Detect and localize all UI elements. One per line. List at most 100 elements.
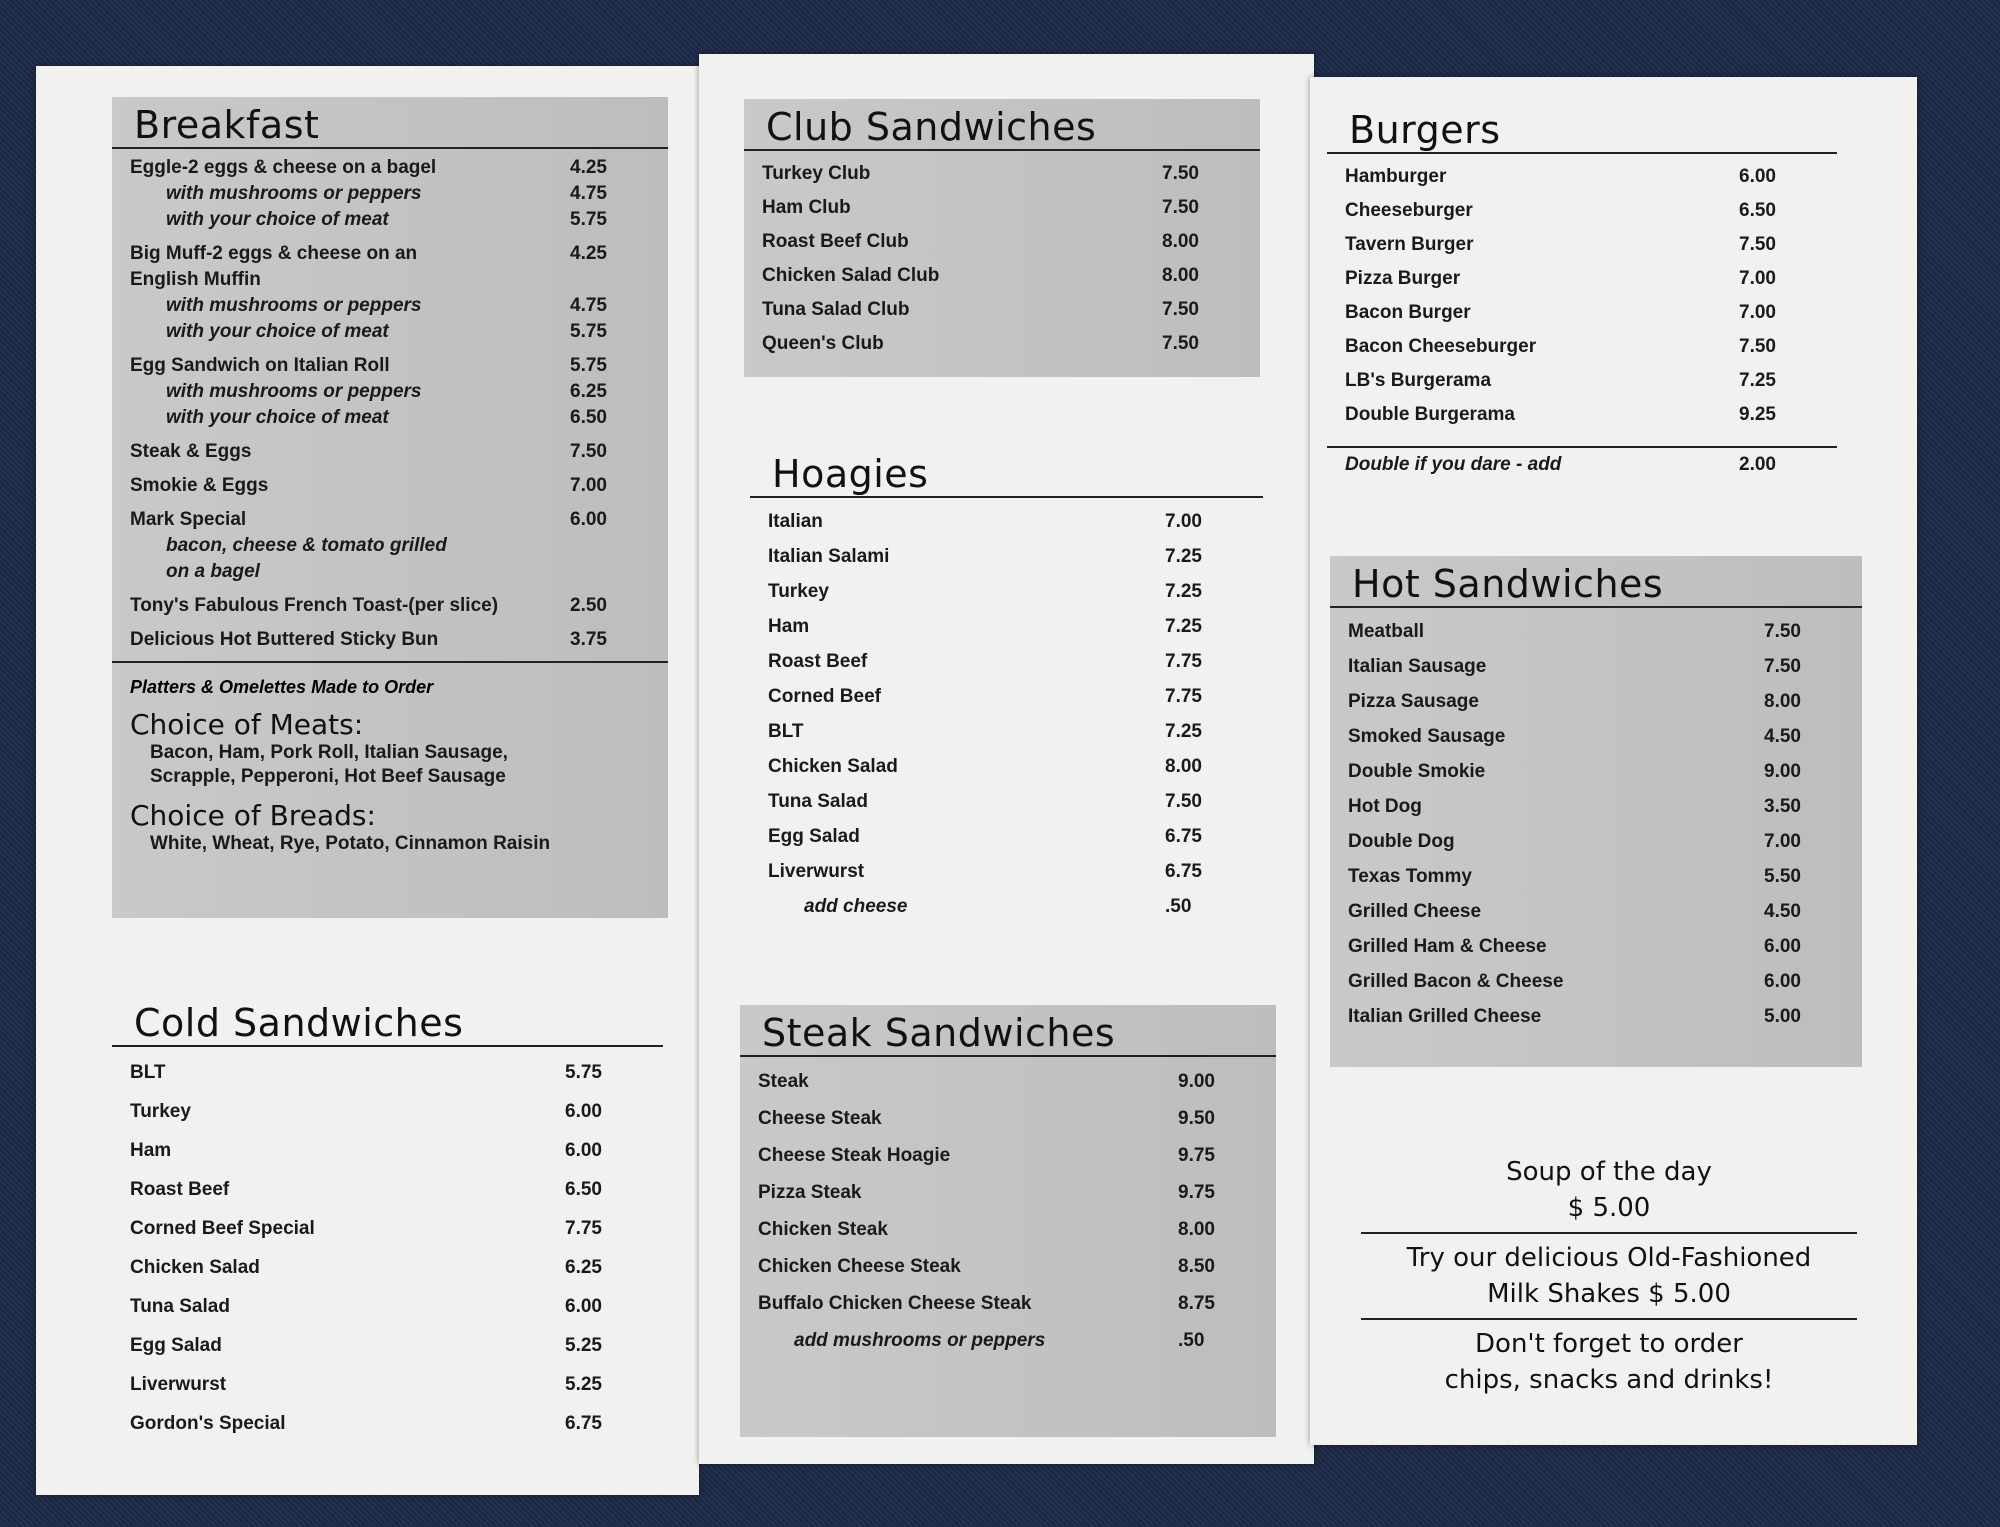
club-sandwiches-section: Club Sandwiches Turkey Club 7.50 Ham Club 7… [744,99,1260,377]
item-name: Egg Salad [130,1335,222,1356]
item-price: 5.75 [570,355,607,376]
item-price: 8.00 [1162,265,1199,286]
menu-item: with mushrooms or peppers 4.75 [130,293,650,319]
menu-item: Ham 6.00 [130,1131,645,1170]
item-name: Smokie & Eggs [130,475,269,496]
item-name: Chicken Steak [758,1219,888,1240]
item-name: Double if you dare - add [1345,454,1562,475]
item-price: 7.50 [570,441,607,462]
item-price: 8.50 [1178,1256,1215,1277]
shakes-text: Try our delicious Old-Fashioned [1406,1243,1812,1273]
item-name: with your choice of meat [166,321,389,342]
item-price: 7.00 [1165,511,1202,532]
menu-item: Gordon's Special 6.75 [130,1404,645,1443]
item-price: 6.00 [570,509,607,530]
menu-item: with your choice of meat 6.50 [130,405,650,431]
menu-item: Pizza Steak 9.75 [758,1174,1258,1211]
item-name: Tuna Salad [130,1296,230,1317]
item-price: 6.50 [565,1179,602,1200]
item-name: Chicken Salad Club [762,265,940,286]
item-name: LB's Burgerama [1345,370,1492,391]
item-price: 7.50 [1162,333,1199,354]
menu-item: Smokie & Eggs 7.00 [130,473,650,499]
item-price: 8.00 [1178,1219,1215,1240]
item-name: add cheese [804,896,908,917]
menu-item: Pizza Burger 7.00 [1345,262,1819,296]
menu-item: English Muffin [130,267,650,293]
item-price: 7.50 [1165,791,1202,812]
item-name: Pizza Burger [1345,268,1461,289]
item-name: Eggle-2 eggs & cheese on a bagel [130,157,437,178]
item-price: 4.25 [570,157,607,178]
item-price: 6.00 [1764,936,1801,957]
menu-item: Egg Salad 5.25 [130,1326,645,1365]
menu-item: Delicious Hot Buttered Sticky Bun 3.75 [130,627,650,653]
menu-item: Cheeseburger 6.50 [1345,194,1819,228]
menu-item: bacon, cheese & tomato grilled [130,533,650,559]
section-title: Cold Sandwiches [112,995,663,1047]
item-price: 7.00 [1764,831,1801,852]
menu-item: Chicken Salad 6.25 [130,1248,645,1287]
item-name: Bacon Burger [1345,302,1471,323]
item-price: 6.75 [565,1413,602,1434]
menu-item: Grilled Bacon & Cheese 6.00 [1348,964,1844,999]
item-price: 5.75 [570,321,607,342]
item-name: Tavern Burger [1345,234,1474,255]
item-name: Meatball [1348,621,1425,642]
menu-item: Italian Sausage 7.50 [1348,649,1844,684]
item-name: Chicken Salad [130,1257,260,1278]
menu-item: BLT 5.75 [130,1053,645,1092]
item-name: Steak & Eggs [130,441,252,462]
menu-item: Italian Grilled Cheese 5.00 [1348,999,1844,1034]
item-name: Double Smokie [1348,761,1486,782]
item-price: 7.50 [1162,197,1199,218]
menu-item: Double Burgerama 9.25 [1345,398,1819,432]
menu-item: Chicken Salad Club 8.00 [762,259,1242,293]
item-price: 9.75 [1178,1145,1215,1166]
menu-item: Queen's Club 7.50 [762,327,1242,361]
item-name: Turkey [768,581,829,602]
menu-item: Texas Tommy 5.50 [1348,859,1844,894]
menu-item: Tuna Salad 7.50 [768,784,1245,819]
item-price: 6.00 [565,1101,602,1122]
item-name: with mushrooms or peppers [166,381,422,402]
item-price: 9.00 [1178,1071,1215,1092]
menu-item: Grilled Ham & Cheese 6.00 [1348,929,1844,964]
menu-item: Mark Special 6.00 [130,507,650,533]
item-name: Ham [130,1140,172,1161]
item-name: with mushrooms or peppers [166,295,422,316]
item-price: 3.50 [1764,796,1801,817]
menu-item: Roast Beef 7.75 [768,644,1245,679]
menu-item: Ham Club 7.50 [762,191,1242,225]
item-price: 4.25 [570,243,607,264]
item-price: 6.50 [570,407,607,428]
item-name: Liverwurst [130,1374,227,1395]
item-name: Steak [758,1071,809,1092]
item-price: 6.00 [565,1296,602,1317]
item-price: 7.25 [1165,546,1202,567]
item-price: 7.75 [1165,686,1202,707]
shakes-price: Milk Shakes $ 5.00 [1487,1279,1731,1309]
menu-item: Egg Salad 6.75 [768,819,1245,854]
menu-item: Tavern Burger 7.50 [1345,228,1819,262]
menu-item: Hamburger 6.00 [1345,160,1819,194]
menu-item: Cheese Steak 9.50 [758,1100,1258,1137]
item-name: add mushrooms or peppers [794,1330,1046,1351]
item-name: Tony's Fabulous French Toast-(per slice) [130,595,499,616]
divider [1361,1318,1857,1320]
breads-title: Choice of Breads: [130,799,376,832]
menu-item: LB's Burgerama 7.25 [1345,364,1819,398]
item-name: English Muffin [130,269,261,290]
item-price: 6.00 [565,1140,602,1161]
item-name: Tuna Salad Club [762,299,910,320]
menu-item: Italian Salami 7.25 [768,539,1245,574]
menu-item: Tuna Salad Club 7.50 [762,293,1242,327]
item-price: 9.25 [1739,404,1776,425]
item-price: 7.50 [1739,234,1776,255]
menu-item: Buffalo Chicken Cheese Steak 8.75 [758,1285,1258,1322]
item-name: Cheese Steak Hoagie [758,1145,951,1166]
item-price: 9.50 [1178,1108,1215,1129]
item-name: Egg Salad [768,826,860,847]
item-price: 6.25 [565,1257,602,1278]
burgers-section: Burgers Hamburger 6.00 Cheeseburger 6.50 Tav… [1327,102,1837,485]
